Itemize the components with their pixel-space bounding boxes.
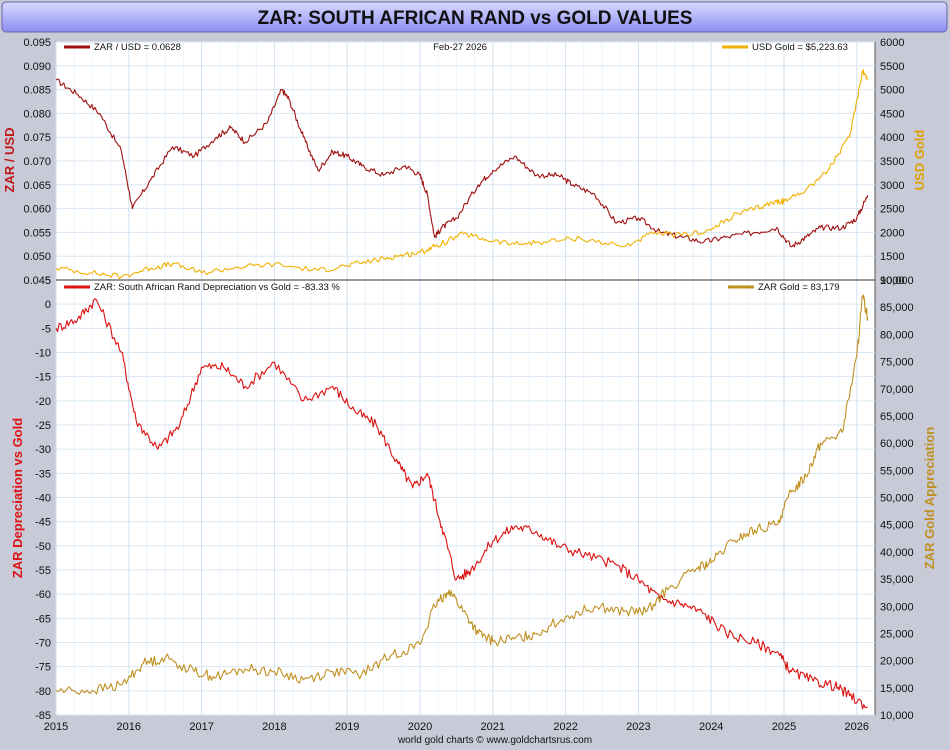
y-tick-label-right: 1000 [880, 275, 904, 287]
y-tick-label-right: 85,000 [880, 302, 914, 314]
grid-lines [55, 41, 875, 716]
y-tick-label-left: -75 [35, 662, 51, 674]
y-tick-label-left: -80 [35, 686, 51, 698]
y-tick-label-right: 65,000 [880, 411, 914, 423]
footer-credit: world gold charts © www.goldchartsrus.co… [397, 735, 592, 746]
y-tick-label-right: 60,000 [880, 438, 914, 450]
x-tick-label: 2021 [481, 721, 505, 733]
y-tick-label-right: 90,000 [880, 275, 914, 287]
x-tick-label: 2022 [553, 721, 577, 733]
legend-zar-gold: ZAR Gold = 83,179 [758, 282, 840, 293]
x-tick-label: 2024 [699, 721, 723, 733]
x-tick-label: 2015 [44, 721, 68, 733]
y-tick-label-right: 5000 [880, 85, 904, 97]
y-tick-label-left: 0.095 [23, 37, 51, 49]
y-tick-label-left: 0.060 [23, 204, 51, 216]
y-tick-label-left: -5 [41, 323, 51, 335]
y-tick-label-right: 6000 [880, 37, 904, 49]
y-tick-label-left: -65 [35, 613, 51, 625]
y-tick-label-right: 80,000 [880, 329, 914, 341]
y-tick-label-right: 70,000 [880, 384, 914, 396]
y-tick-label-left: -60 [35, 589, 51, 601]
y-tick-label-left: 0.050 [23, 251, 51, 263]
series-line-0-1 [55, 69, 869, 280]
x-tick-label: 2023 [626, 721, 650, 733]
x-tick-label: 2026 [845, 721, 869, 733]
x-tick-label: 2016 [117, 721, 141, 733]
title-bar [1, 1, 948, 33]
legend-zar-usd: ZAR / USD = 0.0628 [94, 42, 181, 53]
y-tick-label-left: 0.055 [23, 227, 51, 239]
y-tick-label-left: 0.065 [23, 180, 51, 192]
plot-area [55, 41, 876, 716]
top-right-axis-title: USD Gold [912, 130, 927, 191]
y-tick-label-right: 3500 [880, 156, 904, 168]
x-tick-label: 2020 [408, 721, 432, 733]
x-tick-label: 2019 [335, 721, 359, 733]
y-tick-label-left: -15 [35, 372, 51, 384]
y-tick-label-left: -45 [35, 517, 51, 529]
y-tick-label-left: -55 [35, 565, 51, 577]
tick-labels: 2015 2016 2017 2018 2019 2020 2021 2022 2023 2024… [23, 37, 913, 733]
y-tick-label-right: 50,000 [880, 493, 914, 505]
y-tick-label-left: -25 [35, 420, 51, 432]
y-tick-label-left: 0.045 [23, 275, 51, 287]
y-tick-label-right: 2500 [880, 204, 904, 216]
y-tick-label-left: -50 [35, 541, 51, 553]
y-tick-label-left: -70 [35, 638, 51, 650]
chart-title: ZAR: SOUTH AFRICAN RAND vs GOLD VALUES [258, 8, 693, 29]
date-label: Feb-27 2026 [433, 42, 487, 53]
y-tick-label-right: 15,000 [880, 683, 914, 695]
y-tick-label-right: 10,000 [880, 710, 914, 722]
y-tick-label-right: 55,000 [880, 465, 914, 477]
y-tick-label-right: 4000 [880, 132, 904, 144]
x-tick-label: 2025 [772, 721, 796, 733]
y-tick-label-right: 75,000 [880, 357, 914, 369]
y-tick-label-right: 40,000 [880, 547, 914, 559]
y-tick-label-left: 5 [45, 275, 51, 287]
y-tick-label-right: 25,000 [880, 628, 914, 640]
y-tick-label-left: 0.090 [23, 61, 51, 73]
y-tick-label-right: 5500 [880, 61, 904, 73]
series-line-0-0 [55, 78, 869, 248]
y-tick-label-left: 0 [45, 299, 51, 311]
legend-usd-gold: USD Gold = $5,223.63 [752, 42, 848, 53]
legend-zar-dep: ZAR: South African Rand Depreciation vs … [94, 282, 340, 293]
y-tick-label-right: 35,000 [880, 574, 914, 586]
series-line-1-1 [55, 294, 869, 695]
y-tick-label-left: -20 [35, 396, 51, 408]
bottom-right-axis-title: ZAR Gold Appreciation [922, 427, 937, 570]
y-tick-label-left: -30 [35, 444, 51, 456]
y-tick-label-left: 0.080 [23, 108, 51, 120]
top-left-axis-title: ZAR / USD [2, 128, 17, 193]
bottom-left-axis-title: ZAR Depreciation vs Gold [10, 418, 25, 578]
series-group [55, 69, 869, 710]
y-tick-label-left: -40 [35, 493, 51, 505]
y-tick-label-right: 45,000 [880, 520, 914, 532]
y-tick-label-right: 3000 [880, 180, 904, 192]
y-tick-label-left: 0.070 [23, 156, 51, 168]
y-tick-label-right: 1500 [880, 251, 904, 263]
series-line-1-0 [55, 298, 868, 710]
y-tick-label-left: -10 [35, 348, 51, 360]
y-tick-label-left: -85 [35, 710, 51, 722]
y-tick-label-right: 20,000 [880, 656, 914, 668]
y-tick-label-left: -35 [35, 468, 51, 480]
y-tick-label-left: 0.085 [23, 85, 51, 97]
x-tick-label: 2017 [189, 721, 213, 733]
y-tick-label-right: 2000 [880, 227, 904, 239]
x-tick-label: 2018 [262, 721, 286, 733]
y-tick-label-left: 0.075 [23, 132, 51, 144]
y-tick-label-right: 30,000 [880, 601, 914, 613]
y-tick-label-right: 4500 [880, 108, 904, 120]
